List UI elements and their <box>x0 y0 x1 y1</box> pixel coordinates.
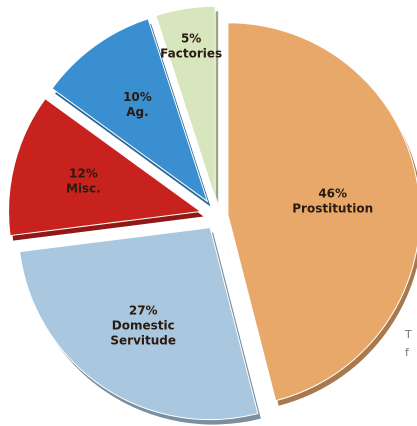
pie-slices <box>8 5 417 425</box>
slice-name-label-3: Misc. <box>66 181 101 195</box>
pie-slice-domestic-servitude <box>19 227 259 421</box>
pie-slice-ag <box>51 18 209 203</box>
slice-value-label-3: 12% <box>69 166 98 180</box>
cropped-text-2: f <box>405 346 409 359</box>
slice-value-label-5: 5% <box>181 32 201 46</box>
cropped-text-1: T <box>405 328 412 341</box>
pie-slice-misc <box>8 97 202 237</box>
slice-name-label-2: Servitude <box>110 334 176 348</box>
slice-value-label-1: 46% <box>318 187 347 201</box>
pie-slice-prostitution <box>227 22 417 402</box>
slice-value-label-4: 10% <box>123 90 152 104</box>
slice-name-label-2: Domestic <box>112 319 175 333</box>
pie-slice-factories <box>155 5 216 199</box>
slice-name-label-1: Prostitution <box>292 202 373 216</box>
slice-name-label-4: Ag. <box>126 105 148 119</box>
slice-name-label-5: Factories <box>160 47 222 61</box>
slice-value-label-2: 27% <box>129 304 158 318</box>
